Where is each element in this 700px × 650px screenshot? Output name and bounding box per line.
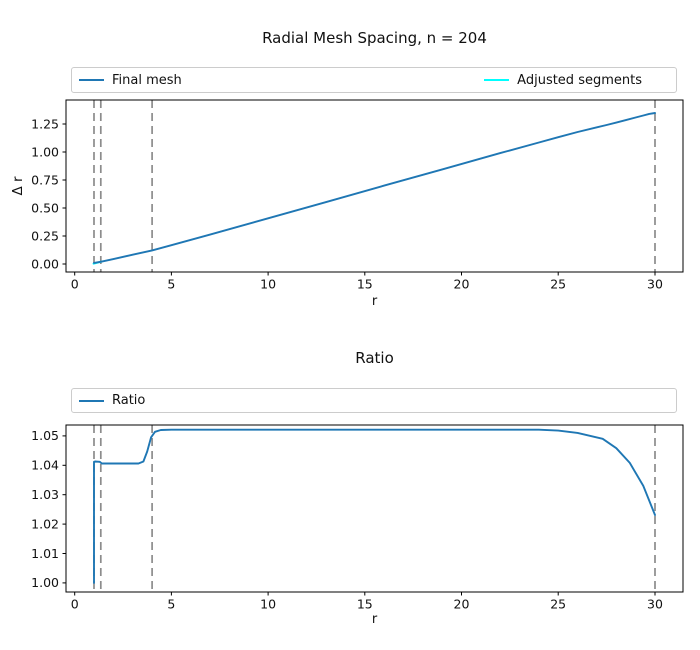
final-mesh-curve — [93, 112, 656, 264]
top-ytick-label: 0.00 — [31, 256, 59, 271]
top-xtick-label: 20 — [454, 277, 470, 292]
bottom-xtick-label: 0 — [71, 597, 79, 612]
top-plot-title: Radial Mesh Spacing, n = 204 — [262, 29, 487, 47]
bottom-plot-xlabel: r — [371, 612, 378, 627]
top-axes-frame — [65, 99, 684, 273]
legend-item-ratio: Ratio — [79, 393, 145, 408]
bottom-xtick-label: 5 — [167, 597, 175, 612]
top-ytick-label: 0.25 — [31, 228, 59, 243]
bottom-ytick-label: 1.02 — [31, 516, 59, 531]
top-xtick-label: 30 — [647, 277, 663, 292]
top-xtick-label: 0 — [71, 277, 79, 292]
bottom-ytick-label: 1.03 — [31, 487, 59, 502]
bottom-xtick-label: 15 — [357, 597, 373, 612]
top-ytick-label: 0.75 — [31, 172, 59, 187]
legend-item-final-mesh: Final mesh — [79, 73, 182, 88]
top-legend: Final mesh Adjusted segments — [71, 67, 677, 93]
final-mesh-line-swatch — [79, 79, 104, 81]
top-ytick-label: 1.25 — [31, 116, 59, 131]
bottom-plot-title: Ratio — [355, 349, 394, 367]
ratio-curve — [93, 428, 656, 584]
top-xtick-label: 5 — [167, 277, 175, 292]
adjusted-segments-line-swatch — [484, 79, 510, 81]
top-ytick-label: 1.00 — [31, 144, 59, 159]
bottom-ytick-label: 1.05 — [31, 428, 59, 443]
top-plot-ylabel: Δ r — [10, 176, 26, 196]
top-plot-xlabel: r — [371, 294, 378, 309]
top-plot-area: 0 5 10 15 20 25 30 0.00 0.25 0.50 0.75 1.00 1.25 — [31, 99, 684, 292]
top-xtick-label: 10 — [260, 277, 276, 292]
bottom-xtick-label: 30 — [647, 597, 663, 612]
bottom-xtick-label: 25 — [550, 597, 566, 612]
bottom-ytick-label: 1.01 — [31, 546, 59, 561]
ratio-line-swatch — [79, 399, 104, 402]
bottom-axes-frame — [65, 424, 684, 593]
bottom-xtick-label: 20 — [454, 597, 470, 612]
bottom-legend: Ratio — [71, 388, 677, 413]
final-mesh-legend-label: Final mesh — [112, 72, 182, 88]
top-xtick-label: 25 — [550, 277, 566, 292]
top-xtick-label: 15 — [357, 277, 373, 292]
legend-item-adjusted-segments: Adjusted segments — [484, 73, 642, 88]
adjusted-segments-legend-label: Adjusted segments — [517, 72, 642, 88]
top-ytick-label: 0.50 — [31, 200, 59, 215]
bottom-ytick-label: 1.00 — [31, 575, 59, 590]
bottom-ytick-label: 1.04 — [31, 458, 59, 473]
bottom-xtick-label: 10 — [260, 597, 276, 612]
bottom-plot-area: 0 5 10 15 20 25 30 1.00 1.01 1.02 1.03 1.04 1.05 — [31, 424, 684, 612]
ratio-legend-label: Ratio — [112, 393, 146, 408]
